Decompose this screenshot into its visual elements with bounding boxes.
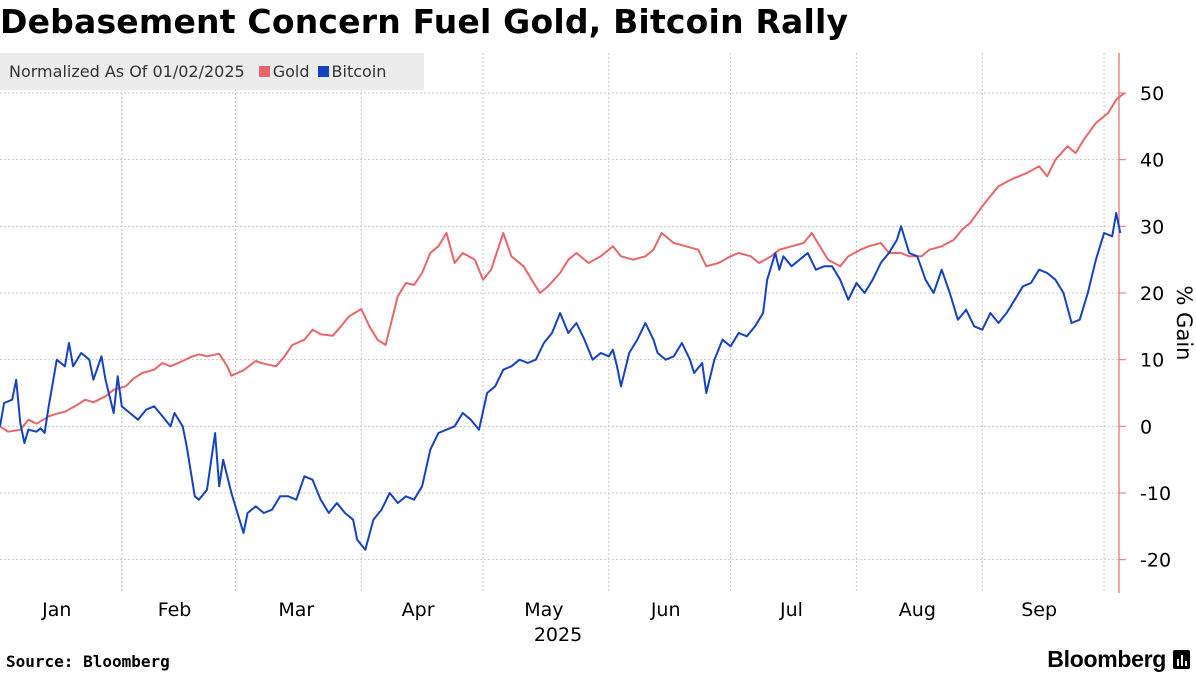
x-tick-label: Jan xyxy=(41,599,71,621)
legend-swatch-gold xyxy=(258,66,270,77)
legend-item-gold: Gold xyxy=(258,62,310,81)
x-tick-label: Jul xyxy=(779,599,803,621)
legend-note: Normalized As Of 01/02/2025 xyxy=(9,62,245,81)
y-tick-label: 50 xyxy=(1140,83,1164,105)
y-tick-label: -20 xyxy=(1140,550,1171,572)
gridlines xyxy=(0,53,1119,593)
bloomberg-logo: Bloomberg xyxy=(1047,646,1166,672)
series-lines xyxy=(0,92,1126,551)
y-tick-label: 10 xyxy=(1140,350,1164,372)
legend-label-bitcoin: Bitcoin xyxy=(331,62,387,81)
x-axis-year-label: 2025 xyxy=(534,624,582,646)
x-tick-label: Apr xyxy=(402,599,435,621)
x-tick-label: Aug xyxy=(899,599,936,621)
legend-item-bitcoin: Bitcoin xyxy=(317,62,387,81)
y-tick-label: 30 xyxy=(1140,216,1164,238)
x-tick-label: Mar xyxy=(278,599,314,621)
legend-swatch-bitcoin xyxy=(317,66,329,77)
series-line-bitcoin xyxy=(0,212,1122,551)
x-tick-label: Jun xyxy=(650,599,681,621)
x-tick-label: Sep xyxy=(1021,599,1057,621)
y-axis-label: % Gain xyxy=(1172,286,1196,361)
x-axis: Jan Feb Mar Apr May Jun Jul Aug Sep xyxy=(41,599,1057,621)
legend-label-gold: Gold xyxy=(272,62,310,81)
x-tick-label: Feb xyxy=(158,599,192,621)
y-tick-label: -10 xyxy=(1140,483,1171,505)
legend: Normalized As Of 01/02/2025 Gold Bitcoin xyxy=(0,53,424,90)
source-note: Source: Bloomberg xyxy=(6,652,170,671)
y-tick-label: 20 xyxy=(1140,283,1164,305)
chart-title: Debasement Concern Fuel Gold, Bitcoin Ra… xyxy=(0,2,849,41)
series-line-gold xyxy=(0,92,1126,433)
x-tick-label: May xyxy=(524,599,563,621)
bloomberg-terminal-icon xyxy=(1173,650,1190,669)
y-axis: -20 -10 0 10 20 30 40 50 xyxy=(1118,53,1171,593)
y-tick-label: 40 xyxy=(1140,150,1164,172)
y-tick-label: 0 xyxy=(1140,416,1152,438)
